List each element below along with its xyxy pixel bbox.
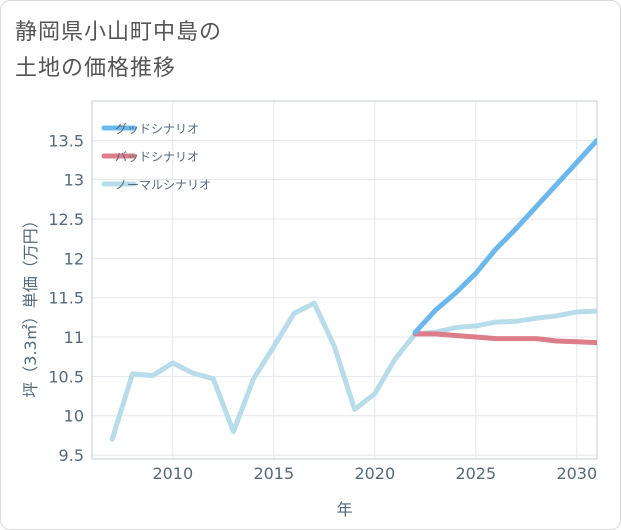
legend-label-1: バッドシナリオ <box>115 150 199 164</box>
y-axis-title: 坪（3.3㎡）単価（万円） <box>21 212 40 397</box>
chart-title-line-2: 土地の価格推移 <box>15 56 177 81</box>
y-tick-label: 10 <box>64 407 84 426</box>
legend-label-0: グッドシナリオ <box>115 122 199 136</box>
y-tick-label: 10.5 <box>48 367 84 386</box>
chart-title-line-1: 静岡県小山町中島の <box>15 20 223 45</box>
plot-area <box>91 100 598 460</box>
x-tick-label: 2020 <box>354 464 395 483</box>
y-tick-label: 11.5 <box>48 289 84 308</box>
x-axis-ticks: 2010 2015 2020 2025 2030 <box>152 464 597 483</box>
x-tick-label: 2010 <box>152 464 193 483</box>
series-line-2 <box>109 300 597 442</box>
y-tick-label: 9.5 <box>59 446 84 465</box>
x-tick-label: 2025 <box>455 464 496 483</box>
x-axis-title: 年 <box>336 500 352 519</box>
y-tick-label: 12 <box>64 249 84 268</box>
legend-label-2: ノーマルシナリオ <box>115 178 211 192</box>
grid <box>92 101 597 459</box>
chart-title: 静岡県小山町中島の 土地の価格推移 <box>15 15 222 87</box>
series-line-1 <box>412 331 597 346</box>
y-tick-label: 13.5 <box>48 131 84 150</box>
series-layer <box>109 137 597 442</box>
y-axis-ticks: 9.5 10 10.5 11 11.5 12 12.5 13 13.5 <box>48 131 84 465</box>
x-tick-label: 2015 <box>253 464 294 483</box>
y-tick-label: 11 <box>64 328 84 347</box>
y-tick-label: 12.5 <box>48 210 84 229</box>
y-tick-label: 13 <box>64 171 84 190</box>
x-tick-label: 2030 <box>556 464 597 483</box>
series-line-0 <box>412 137 597 335</box>
